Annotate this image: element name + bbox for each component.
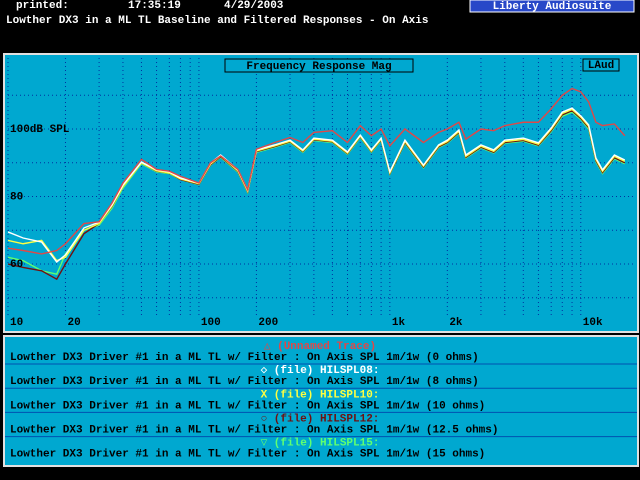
x-tick-label: 100	[201, 317, 221, 329]
x-tick-label: 2k	[449, 317, 463, 329]
title-box	[224, 58, 414, 73]
legend-entry-name: X (file) HILSPL10:	[261, 389, 380, 401]
plot-panel	[3, 53, 639, 333]
x-tick-label: 1k	[392, 317, 406, 329]
chart-title: Frequency Response Mag	[246, 61, 391, 73]
labels: Frequency Response Mag LAud 60 80 100dB SP…	[10, 58, 620, 329]
legend-entry-description: Lowther DX3 Driver #1 in a ML TL w/ Filt…	[10, 400, 485, 412]
heading: Lowther DX3 in a ML TL Baseline and Filt…	[6, 15, 428, 27]
app-badge	[469, 0, 635, 13]
x-tick-label: 10	[10, 317, 23, 329]
legend-panel	[3, 335, 639, 467]
x-tick-label: 20	[67, 317, 80, 329]
legend-entry-name: ○ (file) HILSPL12:	[261, 414, 380, 426]
legend-entry-description: Lowther DX3 Driver #1 in a ML TL w/ Filt…	[10, 425, 498, 437]
logo-box	[582, 58, 620, 72]
trace	[8, 107, 626, 263]
traces	[8, 87, 626, 281]
x-tick-label: 10k	[583, 317, 603, 329]
y-tick-label: 60	[10, 259, 23, 271]
legend: △ (Unnamed Trace)Lowther DX3 Driver #1 i…	[5, 341, 637, 461]
y-tick-label: 100dB SPL	[10, 124, 70, 136]
legend-entry-name: △ (Unnamed Trace)	[264, 341, 376, 353]
logo: LAud	[588, 60, 614, 72]
legend-entry-description: Lowther DX3 Driver #1 in a ML TL w/ Filt…	[10, 376, 479, 388]
printed-label: printed:	[16, 0, 69, 12]
legend-entry-name: ◇ (file) HILSPL08:	[261, 365, 380, 377]
legend-entry-name: ▽ (file) HILSPL15:	[261, 438, 380, 450]
trace	[8, 87, 626, 255]
legend-entry-description: Lowther DX3 Driver #1 in a ML TL w/ Filt…	[10, 449, 485, 461]
x-tick-label: 200	[258, 317, 278, 329]
date: 4/29/2003	[224, 0, 284, 12]
app-name: Liberty Audiosuite	[493, 1, 612, 13]
time: 17:35:19	[128, 0, 181, 12]
y-tick-label: 80	[10, 191, 23, 203]
legend-entry-description: Lowther DX3 Driver #1 in a ML TL w/ Filt…	[10, 352, 479, 364]
